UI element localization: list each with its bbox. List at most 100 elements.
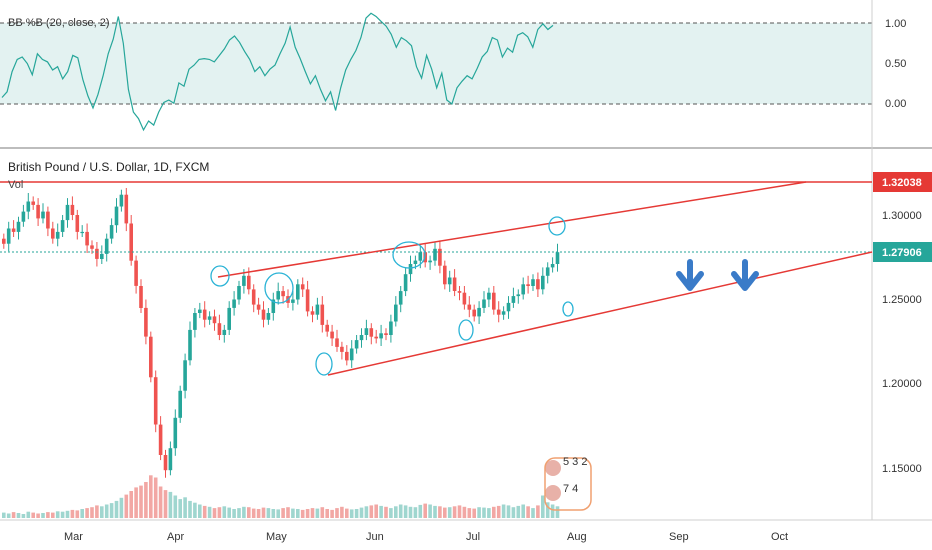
volume-bar: [193, 502, 197, 518]
volume-bar: [46, 512, 50, 518]
volume-bar: [291, 508, 295, 518]
candle-body: [256, 304, 261, 310]
indicator-tick-1: 1.00: [885, 18, 906, 30]
volume-bar: [482, 507, 486, 518]
candle-body: [129, 223, 133, 261]
time-tick-jun: Jun: [366, 531, 384, 543]
candle-body: [31, 201, 35, 205]
candle-body: [550, 264, 555, 268]
indicator-tick-2: 0.50: [885, 58, 906, 70]
volume-bar: [100, 506, 104, 518]
mark-circle-3: [315, 352, 333, 376]
candle-body: [433, 248, 437, 261]
candle-body: [232, 299, 236, 308]
indicator-pane[interactable]: BB %B (20, close, 2): [0, 12, 872, 132]
volume-bar: [550, 504, 555, 518]
watermark-badge: [544, 457, 592, 511]
price-tick-3: 1.20000: [882, 378, 922, 390]
candle-body: [153, 377, 158, 425]
price-tick-2: 1.25000: [882, 294, 922, 306]
candle-body: [46, 211, 50, 229]
candle-body: [227, 307, 231, 330]
volume-bar: [443, 507, 447, 518]
candle-body: [296, 284, 300, 300]
volume-bar: [389, 508, 393, 518]
volume-bar: [119, 497, 124, 519]
volume-bar: [394, 506, 398, 518]
candle-body: [158, 424, 163, 455]
time-tick-mar: Mar: [64, 531, 83, 543]
candle-body: [114, 206, 119, 226]
volume-bar: [212, 508, 217, 518]
volume-bar: [75, 510, 80, 519]
volume-bar: [95, 505, 99, 518]
candle-body: [487, 292, 491, 300]
volume-bar: [516, 505, 521, 519]
candle-body: [16, 221, 21, 232]
volume-bar: [271, 509, 276, 518]
volume-bar: [41, 513, 45, 518]
volume-bar: [134, 487, 138, 518]
candle-body: [168, 448, 173, 471]
price-tick-1: 1.30000: [882, 210, 922, 222]
candle-body: [472, 309, 476, 317]
volume-bar: [340, 506, 344, 519]
candle-body: [374, 336, 378, 339]
candle-body: [501, 311, 506, 315]
volume-bar: [310, 508, 315, 518]
volume-bar: [286, 507, 290, 518]
volume-bar: [330, 509, 334, 518]
volume-bar: [242, 506, 246, 519]
volume-bar: [207, 506, 212, 519]
volume-bar: [26, 511, 31, 518]
volume-bar: [281, 508, 285, 518]
candle-body: [545, 267, 550, 276]
candle-body: [90, 245, 94, 249]
resistance-price-badge: [873, 172, 932, 192]
volume-bar: [349, 509, 354, 518]
volume-bar: [418, 504, 423, 518]
indicator-title: BB %B (20, close, 2): [8, 17, 110, 29]
volume-bar: [104, 504, 109, 518]
candle-body: [418, 252, 423, 261]
bb-percent-line: [1, 12, 554, 132]
candle-body: [541, 275, 545, 290]
candle-body: [242, 275, 246, 286]
candle-body: [325, 324, 329, 332]
candle-body: [217, 323, 222, 335]
volume-bar: [202, 505, 207, 519]
mark-circle-5: [458, 319, 474, 341]
candle-body: [41, 211, 45, 219]
volume-bar: [227, 507, 231, 518]
volume-bar: [21, 514, 26, 518]
candle-body: [222, 329, 227, 335]
volume-bar: [511, 507, 516, 518]
candle-body: [104, 238, 109, 254]
volume-bar: [158, 486, 163, 518]
candle-body: [506, 302, 511, 312]
candle-body: [320, 304, 325, 325]
candle-body: [100, 253, 104, 259]
volume-bar: [144, 482, 148, 518]
volume-bar: [129, 491, 133, 518]
volume-bar: [300, 509, 305, 518]
volume-bar: [487, 508, 491, 518]
candle-body: [394, 304, 398, 322]
indicator-tick-3: 0.00: [885, 98, 906, 110]
volume-bar: [36, 513, 40, 518]
time-tick-apr: Apr: [167, 531, 184, 543]
candle-body: [247, 275, 251, 290]
wedge-upper-line[interactable]: [217, 181, 807, 278]
volume-bar: [31, 512, 35, 518]
wedge-lower-line[interactable]: [327, 251, 873, 376]
candle-body: [354, 340, 359, 349]
candle-body: [389, 321, 393, 335]
candle-body: [428, 260, 432, 263]
volume-bar: [232, 509, 236, 518]
volume-bar: [163, 490, 168, 518]
candle-body: [369, 328, 374, 337]
symbol-title[interactable]: British Pound / U.S. Dollar, 1D, FXCM: [8, 160, 209, 174]
volume-bar: [345, 508, 349, 518]
volume-bar: [109, 503, 114, 518]
